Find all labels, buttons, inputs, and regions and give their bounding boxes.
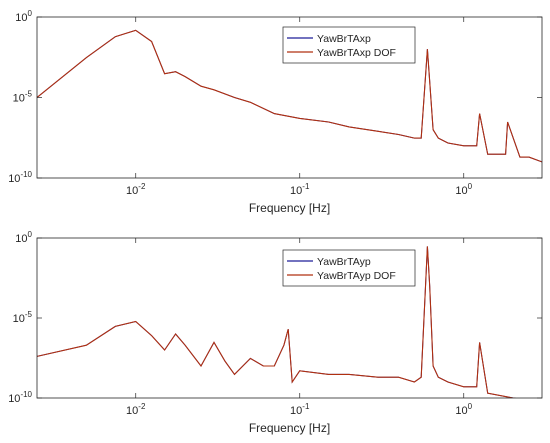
series-line-dof: [37, 29, 542, 163]
y-tick-label: 10-5: [13, 90, 33, 105]
series-line-dof: [37, 246, 517, 398]
x-tick-label: 10-2: [126, 402, 146, 417]
y-tick-label: 10-5: [13, 310, 33, 325]
legend: YawBrTAxp YawBrTAxp DOF: [282, 26, 416, 64]
legend-entry: YawBrTAxp DOF: [317, 47, 396, 59]
x-axis-label: Frequency [Hz]: [249, 201, 330, 215]
legend-entry: YawBrTAxp: [317, 33, 371, 45]
x-tick-label: 10-1: [290, 402, 310, 417]
legend-box: [282, 249, 416, 287]
x-tick-label: 10-1: [290, 182, 310, 197]
legend-entry: YawBrTAyp DOF: [317, 270, 396, 282]
y-tick-label: 10-10: [8, 390, 32, 405]
y-tick-label: 100: [15, 9, 32, 24]
x-tick-label: 100: [455, 402, 472, 417]
legend-entry: YawBrTAyp: [317, 256, 371, 268]
series-group: [37, 29, 542, 163]
subplot-1: 10-2 10-1 100 100 10-5 10-10 Frequency [Hz] Yaw…: [8, 9, 543, 215]
legend-box: [282, 26, 416, 64]
x-axis-label: Frequency [Hz]: [249, 421, 330, 435]
legend: YawBrTAyp YawBrTAyp DOF: [282, 249, 416, 287]
y-tick-label: 10-10: [8, 170, 32, 185]
series-group: [37, 246, 517, 398]
x-tick-label: 10-2: [126, 182, 146, 197]
x-tick-label: 100: [455, 182, 472, 197]
subplot-2: 10-2 10-1 100 100 10-5 10-10 Frequency [Hz] Yaw…: [8, 230, 543, 435]
y-tick-label: 100: [15, 230, 32, 245]
